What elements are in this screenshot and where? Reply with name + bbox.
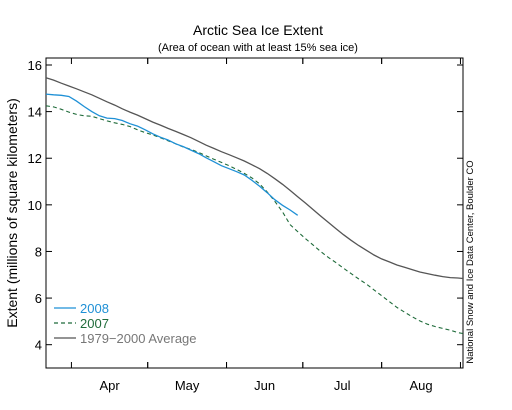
x-tick-label: Aug <box>409 378 432 393</box>
y-tick-label: 10 <box>28 198 42 213</box>
y-axis-label: Extent (millions of square kilometers) <box>4 98 20 328</box>
plot-lines <box>45 77 464 335</box>
y-axis: 4 6 8 10 12 14 16 <box>28 58 463 353</box>
chart-subtitle: (Area of ocean with at least 15% sea ice… <box>158 42 358 54</box>
y-tick-label: 4 <box>35 338 42 353</box>
y-tick-label: 16 <box>28 58 42 73</box>
y-tick-label: 12 <box>28 151 42 166</box>
x-tick-label: May <box>175 378 200 393</box>
plot-frame <box>45 57 464 369</box>
legend-label: 2007 <box>80 316 109 331</box>
chart-title: Arctic Sea Ice Extent <box>193 22 323 38</box>
x-axis: Apr May Jun Jul Aug <box>70 58 461 393</box>
legend-label: 2008 <box>80 301 109 316</box>
legend-label: 1979−2000 Average <box>80 331 197 346</box>
x-tick-label: Jun <box>254 378 275 393</box>
y-tick-label: 8 <box>35 244 42 259</box>
series-line <box>45 93 299 216</box>
series-line <box>45 105 464 335</box>
y-tick-label: 14 <box>28 105 42 120</box>
credit-text: National Snow and Ice Data Center, Bould… <box>465 160 476 363</box>
y-tick-label: 6 <box>35 291 42 306</box>
series-line <box>45 77 464 280</box>
x-tick-label: Apr <box>99 378 120 393</box>
x-tick-label: Jul <box>334 378 351 393</box>
